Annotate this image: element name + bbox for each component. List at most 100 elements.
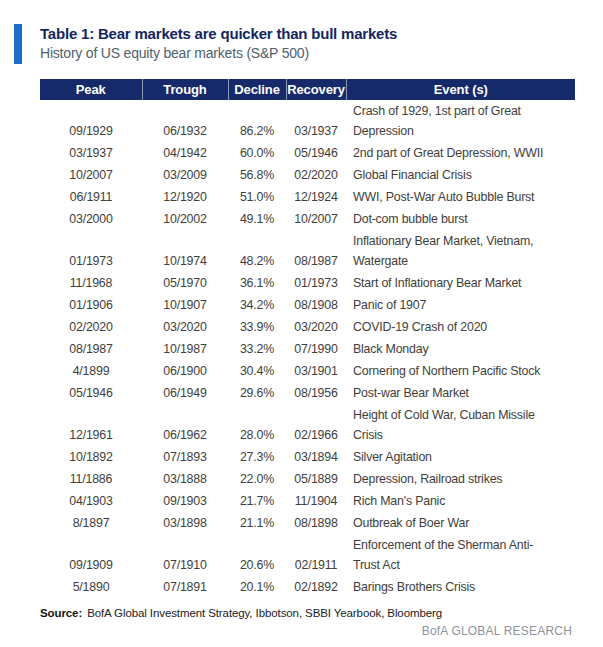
decline-cell: 21.1%	[228, 512, 286, 534]
table-row: 03/2000 10/2002 49.1% 10/2007 Dot-com bu…	[40, 208, 575, 230]
source-text: BofA Global Investment Strategy, Ibbotso…	[87, 607, 442, 619]
recovery-cell: 10/2007	[286, 208, 346, 230]
column-header-recovery: Recovery	[286, 79, 346, 100]
trough-cell: 07/1910	[142, 534, 228, 576]
table-row: 09/1909 07/1910 20.6% 02/1911 Enforcemen…	[40, 534, 575, 576]
event-cell: Start of Inflationary Bear Market	[346, 272, 575, 294]
event-cell: Cornering of Northern Pacific Stock	[346, 360, 575, 382]
recovery-cell: 12/1924	[286, 186, 346, 208]
column-header-event: Event (s)	[346, 79, 575, 100]
event-cell: Dot-com bubble burst	[346, 208, 575, 230]
peak-cell: 11/1968	[40, 272, 142, 294]
decline-cell: 34.2%	[228, 294, 286, 316]
recovery-cell: 08/1908	[286, 294, 346, 316]
decline-cell: 33.2%	[228, 338, 286, 360]
table-row: 01/1973 10/1974 48.2% 08/1987 Inflationa…	[40, 230, 575, 272]
column-header-trough: Trough	[142, 79, 228, 100]
research-table-figure: Table 1: Bear markets are quicker than b…	[0, 0, 603, 647]
trough-cell: 06/1900	[142, 360, 228, 382]
trough-cell: 03/2009	[142, 164, 228, 186]
table-row: 11/1968 05/1970 36.1% 01/1973 Start of I…	[40, 272, 575, 294]
recovery-cell: 03/1937	[286, 100, 346, 142]
decline-cell: 49.1%	[228, 208, 286, 230]
bear-markets-table: Peak Trough Decline Recovery Event (s) 0…	[40, 79, 575, 598]
event-cell: Silver Agitation	[346, 446, 575, 468]
trough-cell: 10/2002	[142, 208, 228, 230]
event-cell: Height of Cold War, Cuban Missile Crisis	[346, 404, 575, 446]
trough-cell: 03/1898	[142, 512, 228, 534]
recovery-cell: 02/1966	[286, 404, 346, 446]
peak-cell: 09/1909	[40, 534, 142, 576]
column-header-decline: Decline	[228, 79, 286, 100]
event-cell: Barings Brothers Crisis	[346, 576, 575, 598]
event-cell: Crash of 1929, 1st part of Great Depress…	[346, 100, 575, 142]
decline-cell: 20.6%	[228, 534, 286, 576]
event-cell: COVID-19 Crash of 2020	[346, 316, 575, 338]
table-row: 04/1903 09/1903 21.7% 11/1904 Rich Man's…	[40, 490, 575, 512]
decline-cell: 60.0%	[228, 142, 286, 164]
trough-cell: 05/1970	[142, 272, 228, 294]
peak-cell: 08/1987	[40, 338, 142, 360]
table-body: 09/1929 06/1932 86.2% 03/1937 Crash of 1…	[40, 100, 575, 598]
peak-cell: 03/1937	[40, 142, 142, 164]
trough-cell: 06/1932	[142, 100, 228, 142]
table-title: Table 1: Bear markets are quicker than b…	[40, 24, 397, 44]
trough-cell: 12/1920	[142, 186, 228, 208]
recovery-cell: 01/1973	[286, 272, 346, 294]
recovery-cell: 07/1990	[286, 338, 346, 360]
decline-cell: 56.8%	[228, 164, 286, 186]
decline-cell: 33.9%	[228, 316, 286, 338]
trough-cell: 10/1907	[142, 294, 228, 316]
peak-cell: 8/1897	[40, 512, 142, 534]
title-block: Table 1: Bear markets are quicker than b…	[14, 24, 603, 64]
accent-bar	[14, 24, 22, 64]
decline-cell: 21.7%	[228, 490, 286, 512]
trough-cell: 03/1888	[142, 468, 228, 490]
recovery-cell: 05/1889	[286, 468, 346, 490]
source-label: Source:	[40, 607, 82, 619]
peak-cell: 10/2007	[40, 164, 142, 186]
trough-cell: 04/1942	[142, 142, 228, 164]
event-cell: Panic of 1907	[346, 294, 575, 316]
table-row: 06/1911 12/1920 51.0% 12/1924 WWI, Post-…	[40, 186, 575, 208]
peak-cell: 03/2000	[40, 208, 142, 230]
source-line: Source: BofA Global Investment Strategy, …	[40, 606, 603, 620]
peak-cell: 01/1973	[40, 230, 142, 272]
trough-cell: 07/1891	[142, 576, 228, 598]
decline-cell: 27.3%	[228, 446, 286, 468]
table-row: 01/1906 10/1907 34.2% 08/1908 Panic of 1…	[40, 294, 575, 316]
table-row: 08/1987 10/1987 33.2% 07/1990 Black Mond…	[40, 338, 575, 360]
trough-cell: 10/1974	[142, 230, 228, 272]
table-row: 05/1946 06/1949 29.6% 08/1956 Post-war B…	[40, 382, 575, 404]
decline-cell: 22.0%	[228, 468, 286, 490]
decline-cell: 48.2%	[228, 230, 286, 272]
event-cell: WWI, Post-War Auto Bubble Burst	[346, 186, 575, 208]
event-cell: Enforcement of the Sherman Anti-Trust Ac…	[346, 534, 575, 576]
table-row: 02/2020 03/2020 33.9% 03/2020 COVID-19 C…	[40, 316, 575, 338]
table-row: 09/1929 06/1932 86.2% 03/1937 Crash of 1…	[40, 100, 575, 142]
peak-cell: 02/2020	[40, 316, 142, 338]
title-texts: Table 1: Bear markets are quicker than b…	[40, 24, 397, 64]
table-row: 03/1937 04/1942 60.0% 05/1946 2nd part o…	[40, 142, 575, 164]
decline-cell: 86.2%	[228, 100, 286, 142]
decline-cell: 28.0%	[228, 404, 286, 446]
peak-cell: 10/1892	[40, 446, 142, 468]
event-cell: Black Monday	[346, 338, 575, 360]
event-cell: Outbreak of Boer War	[346, 512, 575, 534]
peak-cell: 01/1906	[40, 294, 142, 316]
brand-label: BofA GLOBAL RESEARCH	[0, 624, 572, 638]
table-header-row: Peak Trough Decline Recovery Event (s)	[40, 79, 575, 100]
decline-cell: 51.0%	[228, 186, 286, 208]
recovery-cell: 08/1987	[286, 230, 346, 272]
table-row: 12/1961 06/1962 28.0% 02/1966 Height of …	[40, 404, 575, 446]
recovery-cell: 03/1901	[286, 360, 346, 382]
recovery-cell: 11/1904	[286, 490, 346, 512]
recovery-cell: 03/2020	[286, 316, 346, 338]
recovery-cell: 02/2020	[286, 164, 346, 186]
recovery-cell: 08/1898	[286, 512, 346, 534]
recovery-cell: 05/1946	[286, 142, 346, 164]
table-row: 8/1897 03/1898 21.1% 08/1898 Outbreak of…	[40, 512, 575, 534]
event-cell: Inflationary Bear Market, Vietnam, Water…	[346, 230, 575, 272]
peak-cell: 04/1903	[40, 490, 142, 512]
decline-cell: 20.1%	[228, 576, 286, 598]
